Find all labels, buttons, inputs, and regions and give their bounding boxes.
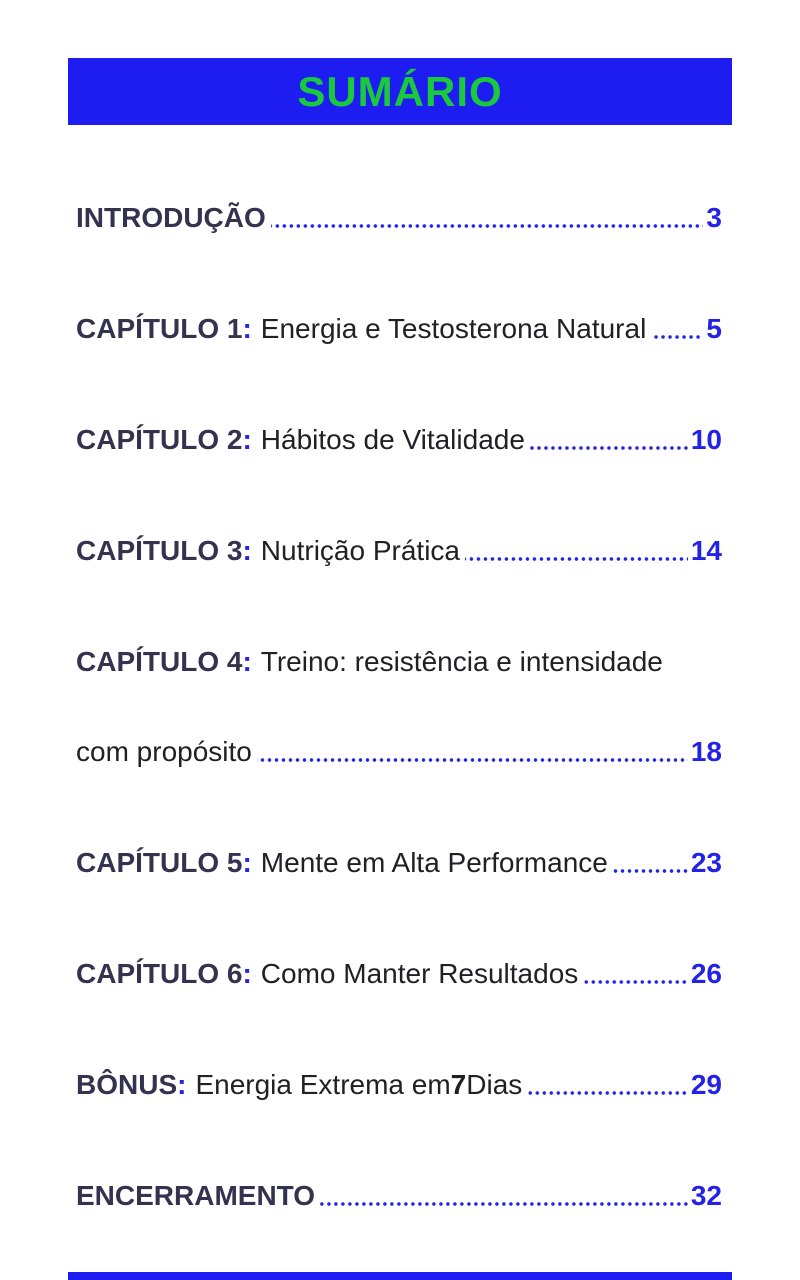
toc-entry-title-post: Dias [466,1069,523,1100]
dotted-leader [270,222,704,230]
toc-entry-colon: : [242,424,252,455]
toc-entry-capitulo-1[interactable]: CAPÍTULO 1: Energia e Testosterona Natur… [76,312,722,346]
page-number: 32 [690,1180,722,1211]
toc-entry-capitulo-2[interactable]: CAPÍTULO 2: Hábitos de Vitalidade 10 [76,423,722,457]
dotted-leader [527,1089,688,1097]
toc-entry-title: Energia e Testosterona Natural [260,313,647,344]
toc-entry-bonus[interactable]: BÔNUS: Energia Extrema em 7 Dias 29 [76,1068,722,1102]
toc-entry-colon: : [242,646,252,677]
toc-entry-title: Mente em Alta Performance [260,847,608,878]
toc-entry-title: Hábitos de Vitalidade [260,424,525,455]
toc-entry-label: ENCERRAMENTO [76,1180,316,1211]
page-number: 23 [690,847,722,878]
toc-entry-introducao[interactable]: INTRODUÇÃO 3 [76,201,722,235]
toc-entry-title-pre: Energia Extrema em [195,1069,451,1100]
toc-entry-title: Treino: resistência e intensidade [260,646,663,677]
toc-entry-capitulo-4-line2[interactable]: com propósito 18 [76,735,722,769]
toc-entry-colon: : [242,958,252,989]
toc-entry-title-bold: 7 [450,1069,467,1100]
toc-entry-capitulo-6[interactable]: CAPÍTULO 6: Como Manter Resultados 26 [76,957,722,991]
toc-entry-colon: : [177,1069,187,1100]
toc-entry-colon: : [242,535,252,566]
toc-entry-title: Como Manter Resultados [260,958,579,989]
page-number: 29 [690,1069,722,1100]
toc-entry-label: CAPÍTULO 2 [76,424,243,455]
toc-entry-label: CAPÍTULO 1 [76,313,243,344]
toc-entry-title: Nutrição Prática [260,535,460,566]
next-section-header-edge [68,1272,732,1280]
page-number: 3 [706,202,722,233]
page-number: 18 [690,736,722,767]
toc-entry-label: CAPÍTULO 5 [76,847,243,878]
toc-entry-label: CAPÍTULO 4 [76,646,243,677]
dotted-leader [256,756,688,764]
page-number: 26 [690,958,722,989]
toc-entry-label: CAPÍTULO 3 [76,535,243,566]
toc-entry-capitulo-5[interactable]: CAPÍTULO 5: Mente em Alta Performance 23 [76,846,722,880]
page-number: 10 [690,424,722,455]
toc-entry-label: INTRODUÇÃO [76,202,266,233]
dotted-leader [529,444,688,452]
dotted-leader [583,978,688,986]
toc-entry-encerramento[interactable]: ENCERRAMENTO 32 [76,1179,722,1213]
toc-entry-label: CAPÍTULO 6 [76,958,243,989]
toc-entry-capitulo-3[interactable]: CAPÍTULO 3: Nutrição Prática 14 [76,534,722,568]
dotted-leader [320,1200,688,1208]
dotted-leader [464,555,688,563]
page-number: 14 [690,535,722,566]
dotted-leader [651,333,704,341]
page-number: 5 [706,313,722,344]
table-of-contents: INTRODUÇÃO 3 CAPÍTULO 1: Energia e Testo… [0,201,800,1213]
page-title: SUMÁRIO [297,67,503,115]
toc-entry-label: BÔNUS [76,1069,178,1100]
dotted-leader [612,867,688,875]
toc-entry-colon: : [242,847,252,878]
toc-entry-title-continued: com propósito [76,736,252,767]
sumario-header: SUMÁRIO [68,58,732,125]
toc-entry-colon: : [242,313,252,344]
toc-entry-capitulo-4-line1[interactable]: CAPÍTULO 4: Treino: resistência e intens… [76,645,722,679]
